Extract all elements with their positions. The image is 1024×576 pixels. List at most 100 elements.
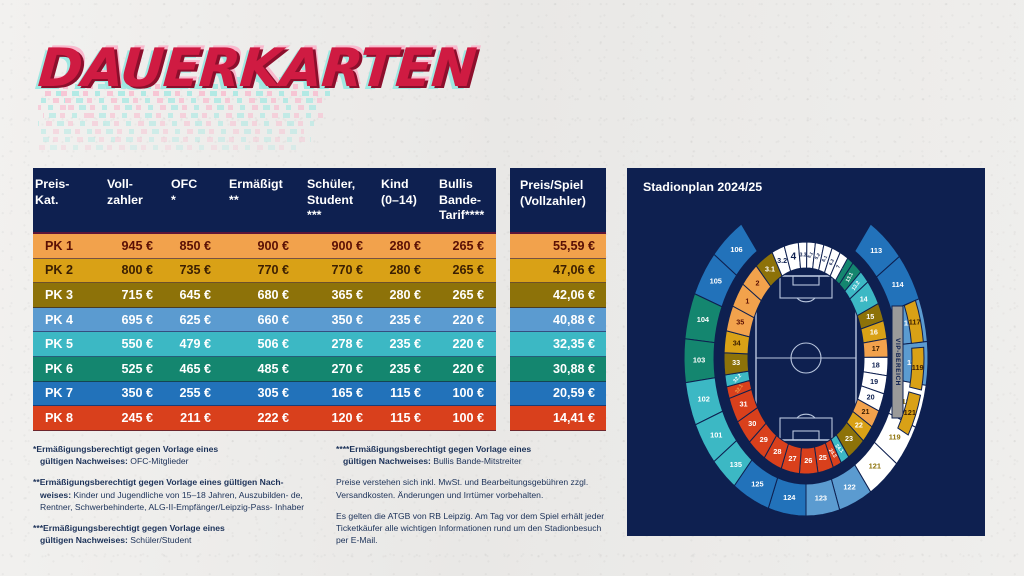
stadium-sector[interactable]: 101 [694, 410, 738, 463]
stadium-sector-label: 105 [710, 277, 722, 286]
col-header-line: Schüler, [307, 177, 356, 191]
price-cell: 280 € [389, 238, 421, 253]
stadium-sector-label: 104 [697, 315, 710, 324]
price-cell: 900 € [331, 238, 363, 253]
stadium-sector-label: 6.1 [821, 254, 829, 262]
stadium-sector-label: 121 [869, 462, 881, 471]
stadium-sector-label: 13.2 [851, 280, 862, 292]
title-glitch-band [38, 145, 302, 150]
price-cell: 115 € [390, 410, 421, 425]
stadium-sector-label: 28 [773, 447, 781, 456]
stadium-sector[interactable]: 105 [693, 253, 738, 308]
stadium-sector-label: 124 [783, 493, 796, 502]
stadium-sector-label: 24.2 [827, 448, 838, 460]
table-row: PK 6 525 € 465 € 485 € 270 € 235 € 220 € [33, 356, 496, 382]
price-cell: 645 € [179, 287, 211, 302]
title-glitch-bands [38, 77, 356, 155]
stadium-sector-label: 106 [730, 245, 742, 254]
col-header-line: Preis- [35, 177, 70, 191]
stadium-sector-label: 27 [788, 454, 796, 463]
stadium-sector-label: 32.1 [734, 383, 745, 395]
stadium-sector-label: 121 [904, 408, 916, 417]
stadium-sector[interactable]: 119 [909, 346, 925, 391]
price-cell: 770 € [331, 263, 363, 278]
price-cell: 715 € [121, 287, 153, 302]
stadium-plan-map[interactable]: 8910111213.113.21415161718192021222324.1… [627, 190, 985, 536]
price-cell: 525 € [121, 361, 153, 376]
footnote-body: gültigen Nachweises: Bullis Bande-Mitstr… [343, 456, 522, 467]
stadium-sector-label: 5.2 [814, 252, 822, 260]
stadium-sector-label: 34 [733, 338, 741, 347]
footnotes-right-column: ****Ermäßigungsberechtigt gegen Vorlage … [336, 443, 616, 555]
table-row: PK 7 350 € 255 € 305 € 165 € 115 € 100 € [33, 381, 496, 407]
stadium-sector[interactable]: 125 [733, 459, 779, 509]
title-text: DAUERKARTEN [35, 38, 478, 99]
price-cell: 115 € [390, 386, 421, 401]
stadium-sector-label: 7 [835, 264, 842, 269]
footnote-bold-line: ****Ermäßigungsberechtigt gegen Vorlage … [336, 444, 532, 454]
price-cell: 350 € [121, 386, 153, 401]
stadium-sector-label: 4 [791, 251, 797, 262]
col-header-line: Bullis [439, 177, 473, 191]
price-per-game-table: Preis/Spiel (Vollzahler) 55,59 €47,06 €42… [510, 168, 606, 431]
stadium-sector[interactable]: 104 [684, 293, 723, 344]
price-cell: 900 € [257, 238, 289, 253]
price-per-game-cell: 55,59 € [510, 234, 606, 259]
table-row: PK 4 695 € 625 € 660 € 350 € 235 € 220 € [33, 307, 496, 333]
table-row: PK 1 945 € 850 € 900 € 900 € 280 € 265 € [33, 234, 496, 259]
price-category-cell: PK 4 [45, 312, 73, 327]
price-cell: 770 € [257, 263, 289, 278]
price-table: Preis- Kat. Voll-zahler OFC * Ermäßigt ** Schül… [33, 168, 496, 431]
stadium-sector[interactable]: 102 [684, 377, 724, 426]
stadium-sector-label: 14 [860, 295, 868, 304]
stadium-sector[interactable]: 117 [903, 299, 924, 344]
title-glitch-band [38, 98, 326, 103]
stadium-plan-title: Stadionplan 2024/25 [643, 180, 763, 194]
footnote-bold-label: gültigen Nachweises: [343, 456, 431, 467]
col-header-line: Voll- [107, 177, 133, 191]
stadium-sector[interactable]: 7 [829, 251, 849, 282]
stadium-sector[interactable]: 121 [897, 391, 922, 436]
price-per-game-header: Preis/Spiel (Vollzahler) [510, 168, 606, 234]
stadium-sector-label: 33 [732, 358, 740, 367]
price-cell: 265 € [452, 263, 484, 278]
page-title: DAUERKARTEN DAUERKARTEN DAUERKARTEN DAUE… [33, 31, 482, 150]
title-glitch-band [38, 105, 316, 110]
col-header-line: zahler [107, 192, 143, 207]
price-cell: 660 € [257, 312, 289, 327]
vip-area[interactable]: VIP-BEREICH [891, 305, 904, 419]
price-cell: 120 € [331, 410, 363, 425]
stadium-sector[interactable]: 103 [683, 338, 716, 384]
stadium-sector-label: 15 [866, 312, 874, 321]
price-cell: 235 € [389, 361, 421, 376]
col-header-line: * [171, 192, 176, 207]
title-glitch-band [43, 137, 311, 142]
price-cell: 945 € [121, 238, 153, 253]
stadium-sector-label: 103 [693, 355, 705, 364]
stadium-sector[interactable]: 26 [798, 446, 819, 475]
price-cell: 485 € [257, 361, 289, 376]
title-glitch-band [38, 84, 328, 89]
col-header-line: Kat. [35, 192, 59, 207]
col-header-line: *** [307, 208, 322, 223]
price-per-game-cell: 42,06 € [510, 283, 606, 308]
stadium-sector[interactable]: 106 [713, 223, 758, 277]
stadium-sector-label: 119 [912, 363, 924, 372]
stadium-sector[interactable]: 33 [723, 352, 750, 376]
price-cell: 680 € [257, 287, 289, 302]
stadium-sector-label: 5.1 [806, 251, 814, 259]
price-per-game-cell: 47,06 € [510, 258, 606, 284]
col-header-line: Tarif**** [439, 208, 485, 223]
footnote: *Ermäßigungsberechtigt gegen Vorlage ein… [33, 443, 323, 467]
price-category-cell: PK 2 [45, 263, 73, 278]
price-table-col-header: Ermäßigt ** [223, 177, 301, 232]
price-cell: 220 € [452, 361, 484, 376]
stadium-sector-label: 26 [804, 456, 812, 465]
price-cell: 211 € [180, 410, 211, 425]
price-cell: 235 € [389, 312, 421, 327]
price-cell: 235 € [389, 337, 421, 352]
stadium-sector-label: 122 [843, 483, 855, 492]
price-cell: 506 € [257, 337, 289, 352]
footnote-paragraph-text: Preise verstehen sich inkl. MwSt. und Be… [336, 477, 589, 500]
title-glitch-band [38, 129, 304, 134]
